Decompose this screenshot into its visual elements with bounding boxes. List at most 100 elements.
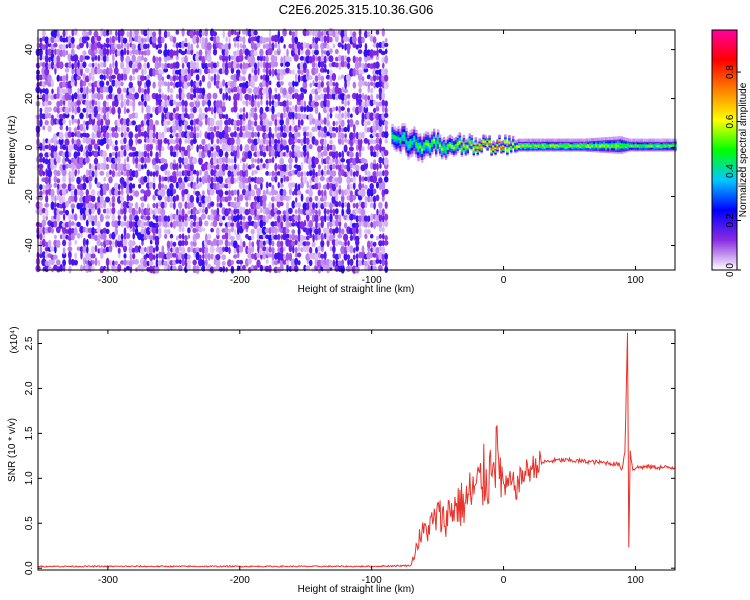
spectrogram-cell [355,119,360,126]
spectrogram-cell [438,134,442,138]
spectrogram-cell [224,86,229,93]
spectrogram-cell [320,53,324,62]
spectrogram-cell [242,240,246,248]
spectrogram-cell [41,62,46,68]
spectrogram-cell [236,42,240,49]
spectrogram-cell [62,48,66,58]
spectrogram-cell [70,48,75,57]
spectrogram-cell [161,245,165,253]
spectrogram-cell [265,92,269,101]
spectrogram-cell [45,61,49,70]
spectrogram-cell [155,227,159,235]
spectrogram-cell [257,61,260,69]
spectrogram-cell [58,113,64,119]
spectrogram-cell [192,169,197,175]
spectrogram-cell [381,73,386,83]
spectrogram-ylabel: Frequency (Hz) [7,116,18,185]
spectrogram-cell [134,169,139,178]
spectrogram-cell [309,184,313,190]
spectrogram-cell [520,138,523,142]
spectrogram-cell [117,234,121,242]
spectrogram-cell [207,174,212,184]
spectrogram-cell [563,138,566,142]
spectrogram-cell [349,118,354,128]
spectrogram-cell [99,170,105,176]
spectrogram-cell [117,106,121,115]
spectrogram-cell [149,239,153,245]
spectrogram-cell [273,143,279,151]
spectrogram-cell [152,254,156,260]
spectrogram-cell [464,151,467,155]
spectrogram-cell [581,138,584,142]
spectrogram-cell [145,156,151,163]
spectrogram-cell [195,247,201,252]
spectrogram-cell [285,252,290,261]
spectrogram-cell [326,164,330,170]
spectrogram-cell [196,195,200,204]
spectrogram-cell [395,130,398,134]
spectrogram-cell [446,146,450,150]
spectrogram-cell [141,55,144,61]
spectrogram-cell [462,138,466,142]
spectrogram-cell [279,253,285,261]
spectrogram-cell [224,231,229,240]
spectrogram-cell [617,141,620,145]
spectrogram-cell [192,157,198,165]
spectrogram-cell [427,132,430,136]
spectrogram-cell [369,76,374,82]
spectrogram-cell [44,260,49,267]
spectrogram-cell [329,88,333,95]
spectrogram-cell [235,69,241,75]
spectrogram-cell [99,61,104,68]
spectrogram-cell [129,253,133,261]
spectrogram-cell [415,148,418,152]
spectrogram-cell [172,265,177,271]
spectrogram-cell [618,149,622,153]
spectrogram-cell [415,151,418,155]
spectrogram-cell [367,144,371,151]
spectrogram-cell [340,55,345,62]
spectrogram-cell [47,239,52,248]
spectrogram-cell [177,80,183,88]
spectrogram-cell [242,132,246,139]
spectrogram-cell [311,118,316,125]
spectrogram-cell [276,240,281,248]
spectrogram-cell [116,43,122,50]
spectrogram-cell [105,221,110,228]
spectrogram-cell [123,171,127,177]
spectrogram-cell [134,227,139,236]
spectrogram-cell [216,125,220,130]
spectrogram-cell [245,124,249,132]
spectrogram-cell [285,67,290,74]
spectrogram-cell [126,259,130,266]
spectrogram-cell [352,124,356,133]
spectrogram-cell [360,188,366,198]
spectrogram-cell [131,146,137,152]
spectrogram-cell [632,138,636,142]
spectrogram-cell [458,141,462,145]
spectrogram-cell [59,106,63,113]
spectrogram-cell [294,201,298,208]
spectrogram-cell [433,133,436,137]
spectrogram-cell [59,264,63,272]
spectrogram-cell [64,138,70,146]
spectrogram-cell [90,42,96,51]
spectrogram-cell [207,149,212,158]
spectrogram-cell [340,194,345,203]
spectrogram-cell [147,43,150,49]
spectrogram-cell [117,214,121,220]
spectrogram-cell [84,55,90,60]
spectrogram-cell [468,133,471,137]
spectrogram-cell [254,208,257,217]
spectrogram-cell [435,141,438,145]
spectrogram-cell [593,137,596,142]
spectrogram-cell [85,100,90,107]
spectrogram-cell [329,213,333,222]
spectrogram-cell [195,132,200,139]
spectrogram-cell [129,29,133,38]
spectrogram-cell [190,181,194,189]
spectrogram-cell [221,234,226,240]
spectrogram-cell [620,148,624,152]
spectrogram-cell [163,228,168,234]
spectrogram-cell [216,207,220,216]
